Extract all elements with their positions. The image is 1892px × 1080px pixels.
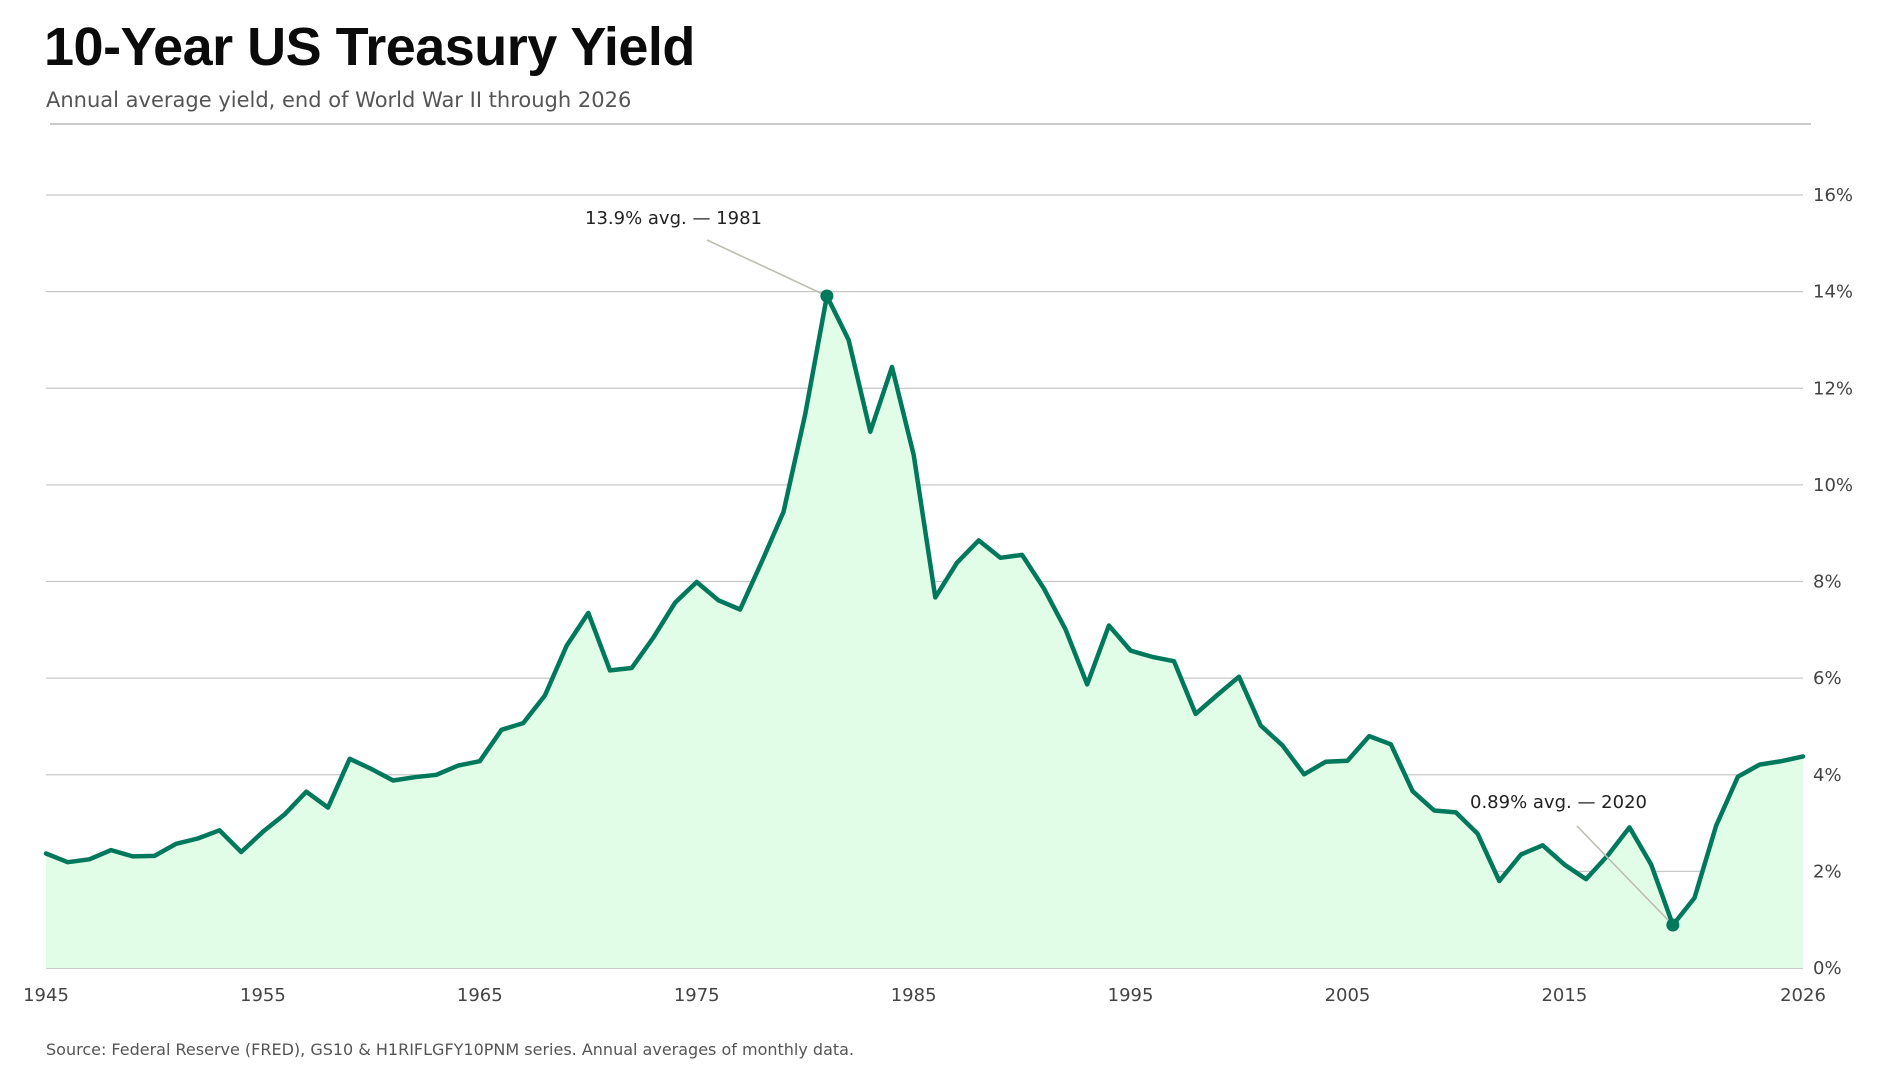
area-fill <box>46 296 1803 968</box>
y-tick-label: 2% <box>1813 861 1842 882</box>
annotation-label: 13.9% avg. — 1981 <box>585 208 762 229</box>
y-tick-label: 8% <box>1813 572 1842 593</box>
annotations: 13.9% avg. — 1981 0.89% avg. — 2020 <box>585 208 1680 932</box>
annotation-leader-line <box>706 239 828 297</box>
y-tick-label: 6% <box>1813 668 1842 689</box>
annotation-leader-line <box>1576 825 1674 926</box>
x-tick-label: 2026 <box>1780 985 1826 1006</box>
chart-subtitle: Annual average yield, end of World War I… <box>46 88 632 112</box>
chart-source-note: Source: Federal Reserve (FRED), GS10 & H… <box>46 1040 855 1059</box>
y-tick-label: 4% <box>1813 765 1842 786</box>
x-axis-ticks: 1945 1955 1965 1975 1985 1995 2005 2015 2026 <box>23 985 1826 1006</box>
y-tick-label: 10% <box>1813 475 1853 496</box>
annotation-point <box>1666 918 1680 932</box>
yield-line <box>43 293 1806 928</box>
annotation-label: 0.89% avg. — 2020 <box>1470 792 1647 813</box>
annotation-point <box>820 289 834 303</box>
x-tick-label: 1955 <box>240 985 286 1006</box>
y-tick-label: 14% <box>1813 282 1853 303</box>
x-tick-label: 2005 <box>1325 985 1371 1006</box>
y-tick-label: 12% <box>1813 378 1853 399</box>
y-axis-ticks: 0% 2% 4% 6% 8% 10% 12% 14% 16% <box>1813 185 1853 979</box>
y-tick-label: 0% <box>1813 958 1842 979</box>
y-tick-label: 16% <box>1813 185 1853 206</box>
x-tick-label: 1995 <box>1108 985 1154 1006</box>
x-tick-label: 1975 <box>674 985 720 1006</box>
x-tick-label: 2015 <box>1541 985 1587 1006</box>
chart-title: 10-Year US Treasury Yield <box>44 17 695 77</box>
x-tick-label: 1945 <box>23 985 69 1006</box>
x-tick-label: 1985 <box>891 985 937 1006</box>
x-tick-label: 1965 <box>457 985 503 1006</box>
